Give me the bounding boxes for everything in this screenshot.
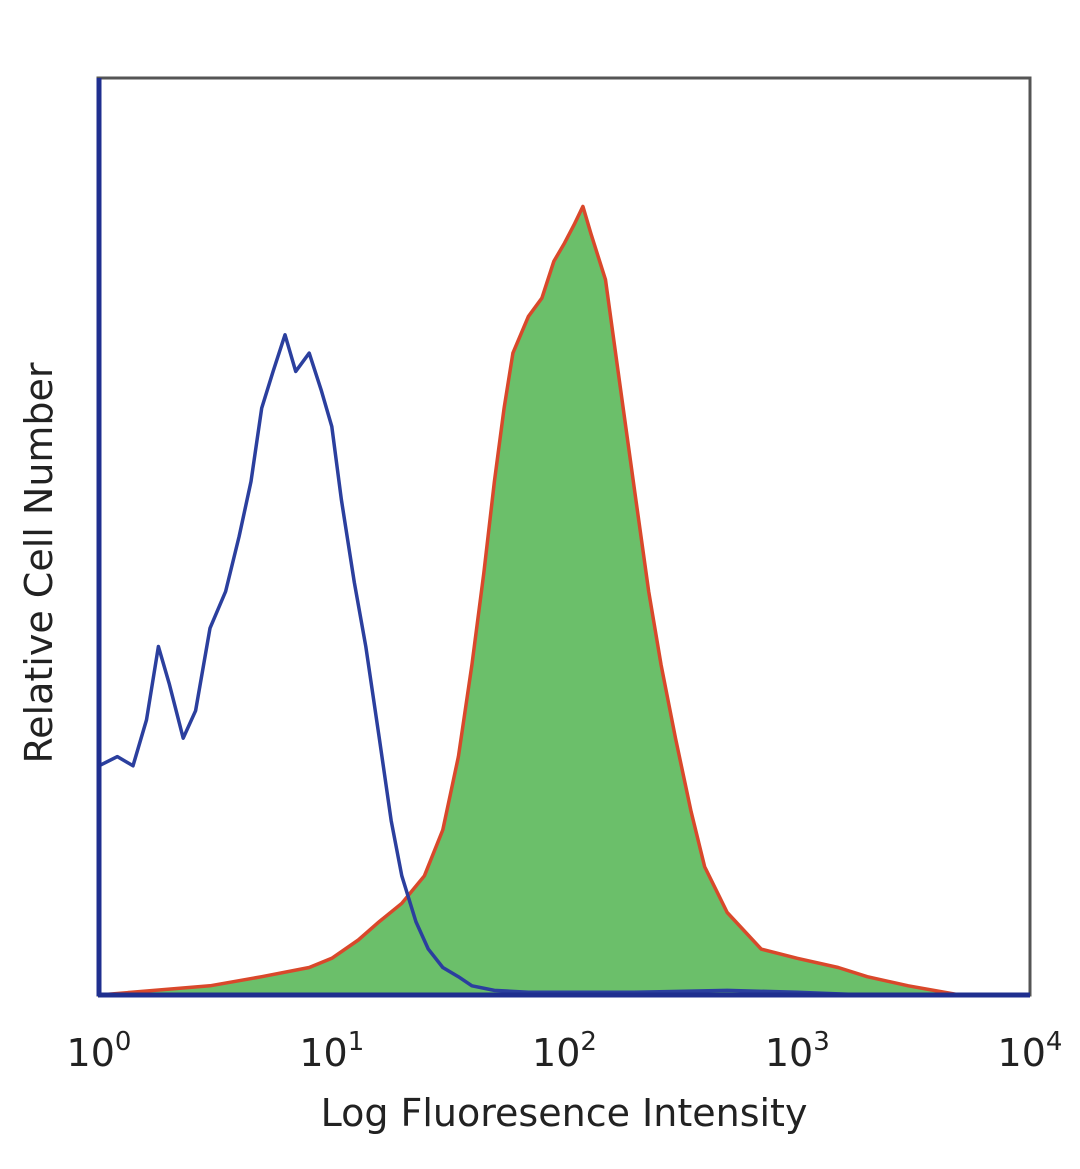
series-1-area xyxy=(99,206,960,995)
x-tick-labels: 100 101 102 103 104 xyxy=(67,1027,1063,1075)
x-tick-label-2: 102 xyxy=(532,1027,597,1075)
x-tick-label-4: 104 xyxy=(998,1027,1063,1075)
x-tick-label-1: 101 xyxy=(299,1027,364,1075)
series-1-line xyxy=(98,204,961,997)
x-axis-label: Log Fluoresence Intensity xyxy=(321,1091,808,1135)
series-layer xyxy=(98,204,961,997)
x-tick-label-0: 100 xyxy=(67,1027,132,1075)
y-axis-label: Relative Cell Number xyxy=(17,362,61,763)
series-0-line xyxy=(98,333,868,997)
x-tick-label-3: 103 xyxy=(765,1027,830,1075)
